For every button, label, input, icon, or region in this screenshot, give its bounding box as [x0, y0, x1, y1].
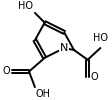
Text: HO: HO	[93, 33, 108, 43]
Text: O: O	[2, 66, 10, 76]
Text: OH: OH	[35, 89, 50, 99]
Text: O: O	[91, 72, 98, 82]
Text: HO: HO	[18, 1, 33, 11]
Text: N: N	[60, 43, 68, 53]
